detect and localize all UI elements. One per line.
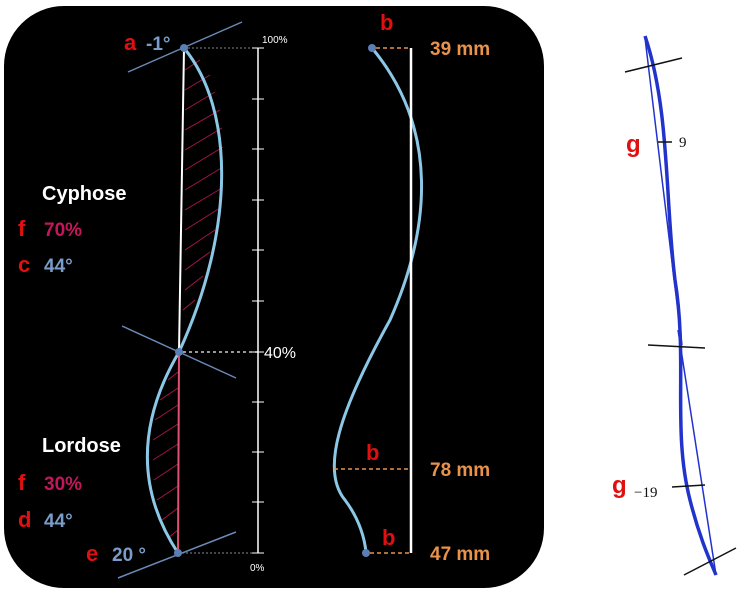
scale-mid-label: 40% (264, 345, 296, 362)
letter-g-upper: g (626, 131, 641, 158)
letter-c: c (18, 252, 30, 277)
reference-line-lower (177, 351, 180, 554)
dark-panel (4, 6, 544, 588)
cyphose-hatching (182, 59, 224, 311)
cyphose-angle: 44° (44, 256, 73, 277)
letter-e: e (86, 541, 98, 566)
bottom-angle: 20 ° (112, 545, 146, 566)
lordose-hatching (152, 371, 179, 539)
lower-value: −19 (634, 485, 657, 501)
right-endpoint-top (368, 44, 376, 52)
letter-b-middle: b (366, 440, 379, 465)
right-endpoint-bottom (362, 549, 370, 557)
upper-value: 9 (679, 135, 687, 151)
cyphose-label: Cyphose (42, 183, 126, 205)
letter-f-cyphose: f (18, 216, 26, 241)
letter-b-bottom: b (382, 525, 395, 550)
cyphose-percent: 70% (44, 220, 82, 241)
letter-a: a (124, 30, 137, 55)
inflection-point (175, 348, 183, 356)
spine-sketch (624, 35, 737, 576)
spine-curve-right (332, 47, 423, 554)
lordose-angle: 44° (44, 511, 73, 532)
scale-top-label: 100% (262, 35, 288, 46)
letter-g-lower: g (612, 472, 627, 499)
letter-d: d (18, 507, 31, 532)
reference-line-upper (178, 47, 185, 353)
letter-f-lordose: f (18, 470, 26, 495)
endpoint-top (180, 44, 188, 52)
distance-middle: 78 mm (430, 460, 490, 481)
spine-curve-left (145, 47, 224, 554)
lordose-percent: 30% (44, 474, 82, 495)
lordose-label: Lordose (42, 435, 121, 457)
scale-ticks (252, 47, 264, 554)
distance-bottom: 47 mm (430, 544, 490, 565)
letter-b-top: b (380, 10, 393, 35)
distance-top: 39 mm (430, 39, 490, 60)
scale-bottom-label: 0% (250, 563, 265, 574)
top-angle: -1° (146, 34, 171, 55)
endpoint-bottom (174, 549, 182, 557)
